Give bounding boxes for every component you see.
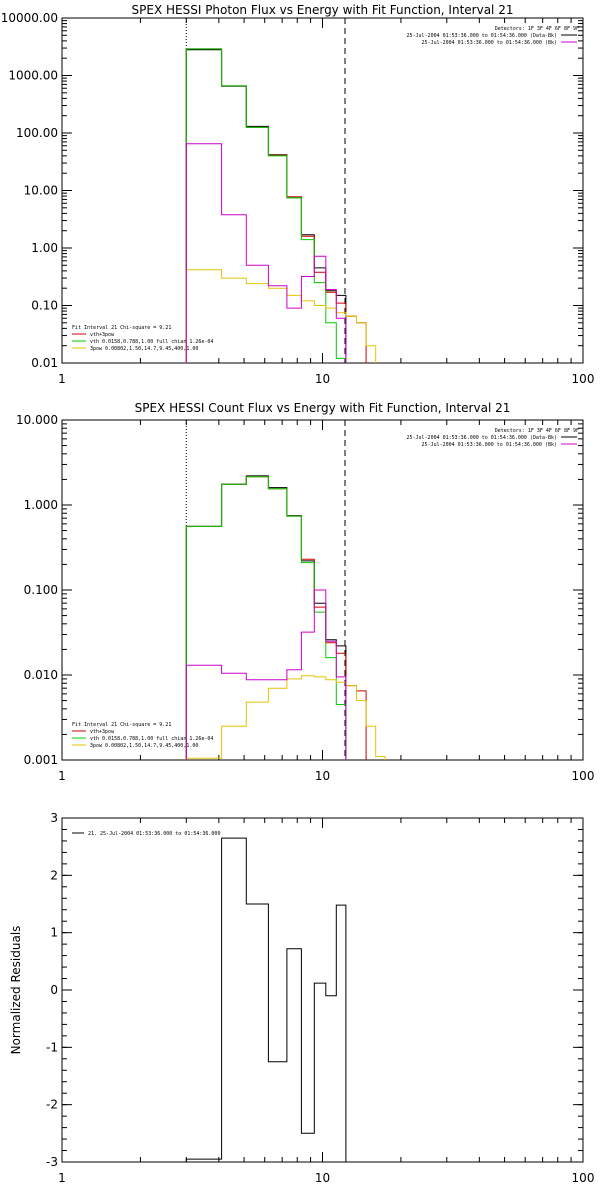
fit-legend-header: Fit Interval 21 Chi-square = 9.21 [72,722,171,728]
chart-panel-3: Normalized Residuals 1 10 100 -3 -2 -1 0 1 2 3 21. … [9,811,594,1185]
x-tick-label: 10 [315,372,330,386]
y-tick-label: 0.001 [24,753,58,767]
y-tick-label: 1 [50,926,58,940]
x-tick-label: 100 [572,372,595,386]
y-tick-label: -3 [46,1155,58,1169]
y-tick-label: 0.010 [24,668,58,682]
chart-panel-1: SPEX HESSI Photon Flux vs Energy with Fi… [1,3,595,386]
x-tick-label: 1 [58,372,66,386]
chart-title: SPEX HESSI Count Flux vs Energy with Fit… [135,401,511,415]
fit-legend-label: vth+3pow [90,729,115,735]
y-tick-label: 1000.00 [8,69,58,83]
legend-entry-label: 25-Jul-2004 01:53:36.000 to 01:54:36.000… [422,442,557,448]
x-tick-label: 100 [572,769,595,783]
y-tick-label: 0 [50,983,58,997]
legend-entry-label: 25-Jul-2004 01:53:36.000 to 01:54:36.000… [422,40,557,46]
series-line-2 [185,48,367,363]
y-tick-label: 1.000 [24,498,58,512]
series-line-3 [185,48,347,363]
fit-legend-label: 3pow 0.00802,1.50,14.7,9.45,400,1.00 [90,743,198,749]
plot-frame [61,17,584,364]
series-group [185,475,386,760]
series-group [185,837,347,1162]
y-tick-label: 10000.00 [1,11,58,25]
x-tick-label: 1 [58,1171,66,1185]
series-line-5 [185,143,347,363]
legend-header: Detectors: 1F 3F 4F 6F 8F 9F [495,26,579,32]
y-tick-label: 10.00 [24,184,58,198]
y-axis-label: Normalized Residuals [9,926,23,1055]
legend-entry-label: 25-Jul-2004 01:53:36.000 to 01:54:36.000… [406,33,557,39]
chart-title: SPEX HESSI Photon Flux vs Energy with Fi… [132,3,514,17]
chart-panel-2: SPEX HESSI Count Flux vs Energy with Fit… [16,401,594,783]
series-line-1 [185,837,347,1162]
y-tick-label: -1 [46,1040,58,1054]
fit-legend-label: vth+3pow [90,332,115,338]
series-group [185,48,377,363]
series-line-2 [185,476,367,760]
y-tick-label: 0.10 [31,299,58,313]
plot-frame [61,817,584,1163]
legend-entry-label: 21. 25-Jul-2004 01:53:36.000 to 01:54:36… [88,831,220,837]
series-line-5 [185,589,347,760]
x-tick-label: 10 [315,769,330,783]
series-line-1 [185,49,347,363]
x-tick-label: 10 [315,1171,330,1185]
fit-legend-label: vth 0.0158,0.788,1.00 full chian 1.26e-0… [90,339,213,345]
series-line-3 [185,476,347,760]
legend-header: Detectors: 1F 3F 4F 6F 8F 9F [495,428,579,434]
y-tick-label: 10.000 [16,413,58,427]
legend-entry-label: 25-Jul-2004 01:53:36.000 to 01:54:36.000… [406,435,557,441]
fit-legend-label: vth 0.0158,0.788,1.00 full chian 1.26e-0… [90,736,213,742]
y-tick-label: 0.100 [24,583,58,597]
x-tick-label: 100 [572,1171,595,1185]
series-line-4 [185,269,377,363]
y-tick-label: -2 [46,1098,58,1112]
fit-legend-header: Fit Interval 21 Chi-square = 9.21 [72,325,171,331]
y-tick-label: 1.00 [31,241,58,255]
series-line-1 [185,475,347,760]
series-line-4 [185,675,386,760]
y-tick-label: 3 [50,811,58,825]
fit-legend-label: 3pow 0.00802,1.50,14.7,9.45,400,1.00 [90,346,198,352]
y-tick-label: 100.00 [16,126,58,140]
x-tick-label: 1 [58,769,66,783]
y-tick-label: 0.01 [31,356,58,370]
y-tick-label: 2 [50,868,58,882]
